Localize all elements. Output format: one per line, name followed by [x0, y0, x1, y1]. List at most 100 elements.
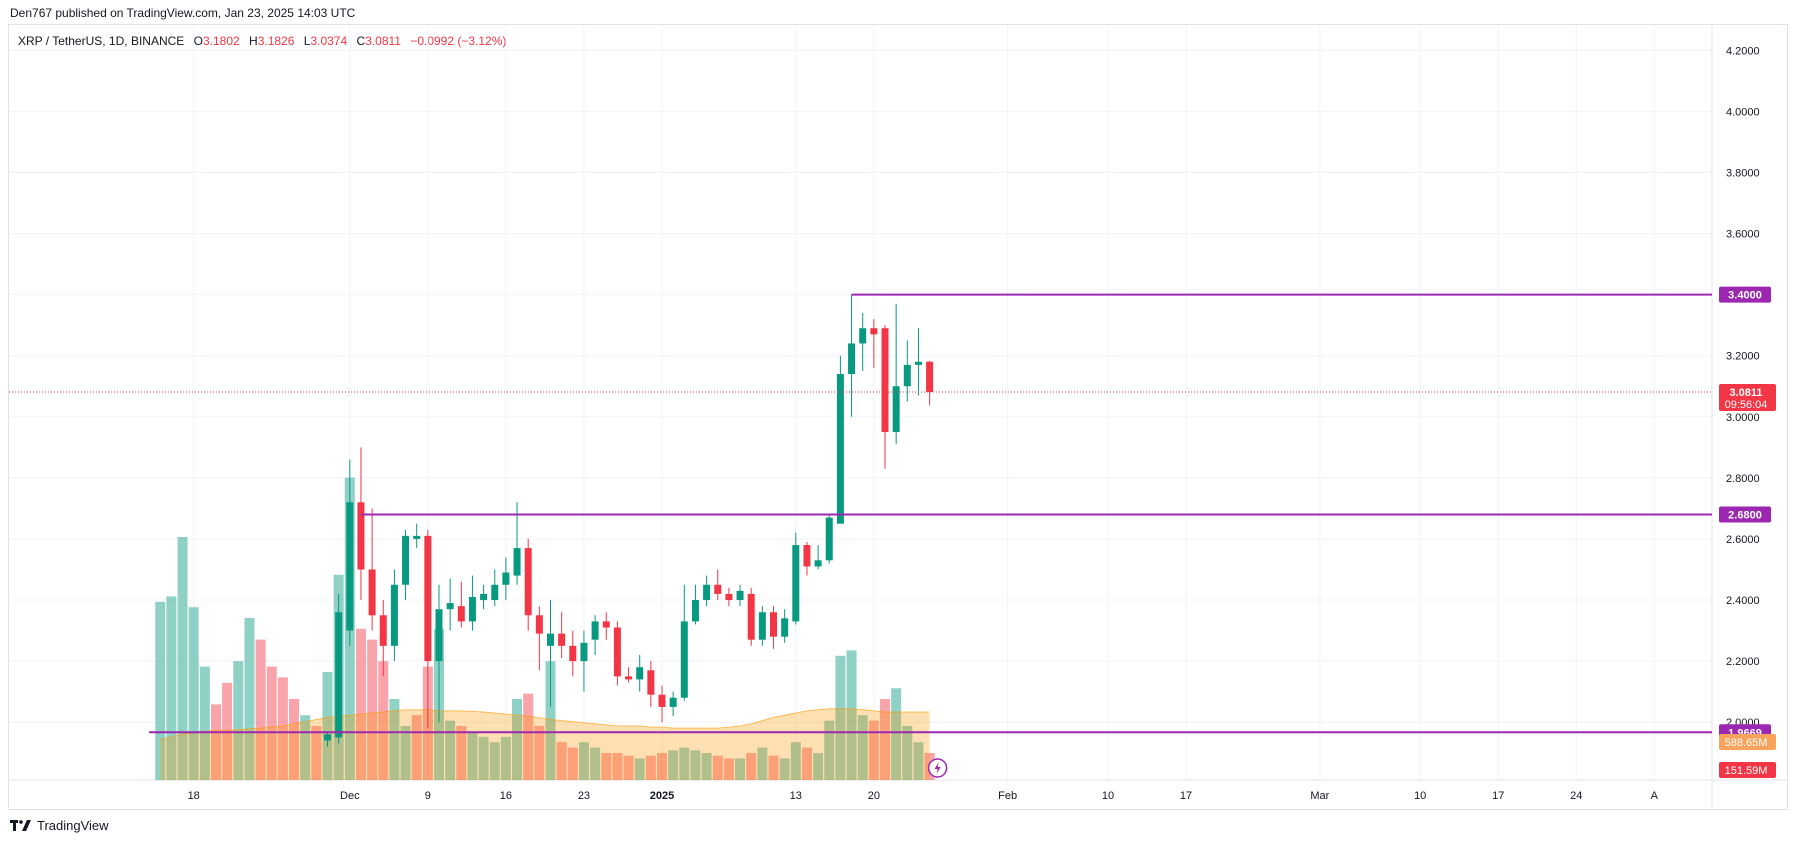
price-tick-label: 3.6000 — [1726, 229, 1760, 241]
volume-bar — [701, 753, 712, 780]
current-price-tag — [1719, 384, 1776, 412]
current-price-label: 3.0811 — [1729, 387, 1762, 399]
candle-body — [324, 734, 331, 741]
volume-bar — [545, 661, 556, 780]
candle-body — [825, 517, 833, 561]
volume-bar — [735, 758, 746, 780]
candle-body — [803, 545, 811, 567]
volume-bar — [467, 731, 478, 780]
candle-body — [402, 535, 410, 585]
volume-bar — [400, 726, 411, 780]
volume-bar — [512, 699, 523, 780]
candle-body — [535, 615, 543, 634]
volume-bar — [567, 747, 578, 780]
candle-body — [870, 328, 878, 335]
level-price-tag — [1719, 506, 1771, 523]
volume-bar — [411, 715, 422, 780]
candle-body — [390, 584, 398, 646]
candle-body — [892, 386, 900, 433]
volume-value-tag — [1719, 762, 1776, 778]
open-value: 3.1802 — [202, 34, 240, 48]
price-tick-label: 2.6000 — [1726, 534, 1760, 546]
candle-body — [848, 343, 856, 375]
candles — [324, 294, 934, 747]
candle-body — [926, 361, 934, 393]
candle-body — [647, 670, 655, 695]
candle-body — [770, 612, 777, 637]
open-label: O — [193, 34, 203, 48]
candle-body — [703, 584, 711, 601]
volume-bar — [456, 726, 467, 780]
volume-bar — [634, 758, 645, 780]
volume-bar — [601, 753, 612, 780]
candle-body — [636, 667, 644, 680]
candle-body — [881, 328, 889, 433]
volume-bar — [746, 753, 757, 780]
volume-bar — [813, 753, 824, 780]
volume-bar — [712, 755, 723, 780]
volume-bar — [367, 639, 378, 780]
volume-bar — [244, 618, 255, 780]
volume-bar — [668, 750, 679, 780]
candle-body — [602, 621, 610, 628]
volume-bar — [199, 666, 210, 780]
volume-bar — [489, 742, 500, 780]
volume-bar — [211, 704, 221, 780]
price-tick-label: 2.4000 — [1726, 595, 1760, 607]
price-tick-label: 2.2000 — [1726, 656, 1760, 668]
volume-bar — [902, 726, 913, 780]
volume-bar — [590, 747, 601, 780]
candle-body — [569, 645, 577, 662]
time-tick-label: 20 — [868, 790, 880, 802]
countdown-label: 09:56:04 — [1725, 399, 1768, 411]
level-price-label: 3.4000 — [1728, 290, 1762, 302]
candle-body — [613, 627, 621, 677]
volume-bar — [534, 726, 545, 780]
price-tick-label: 3.2000 — [1726, 351, 1760, 363]
time-tick-label: 16 — [500, 790, 512, 802]
candle-body — [781, 618, 789, 637]
price-tick-label: 2.8000 — [1726, 473, 1760, 485]
candle-body — [357, 502, 365, 570]
volume-bar — [523, 693, 534, 780]
lightning-glyph — [934, 762, 941, 774]
level-price-tag — [1719, 286, 1771, 303]
volume-bar — [790, 742, 801, 780]
volume-bar — [779, 758, 790, 780]
price-tick-label: 3.0000 — [1726, 412, 1760, 424]
volume-bar — [177, 537, 188, 780]
low-value: 3.0374 — [310, 34, 348, 48]
candle-body — [758, 612, 766, 640]
tradingview-brand[interactable]: TradingView — [37, 818, 109, 833]
ohlc-legend: XRP / TetherUS, 1D, BINANCE O3.1802 H3.1… — [18, 34, 512, 48]
volume-bar — [757, 747, 768, 780]
volume-value-label: 151.59M — [1725, 765, 1768, 777]
volume-bar — [188, 607, 199, 780]
level-price-label: 2.6800 — [1728, 510, 1762, 522]
candle-body — [836, 374, 844, 524]
candle-body — [502, 572, 510, 585]
candle-body — [859, 328, 867, 344]
tradingview-logo-icon[interactable] — [10, 819, 32, 832]
candle-body — [914, 361, 922, 365]
volume-bar — [300, 715, 311, 780]
volume-bar — [556, 742, 567, 780]
time-tick-label: 10 — [1414, 790, 1426, 802]
time-tick-label: 24 — [1570, 790, 1582, 802]
volume-bar — [478, 736, 489, 780]
volume-value-tag — [1719, 734, 1776, 750]
candle-body — [379, 615, 387, 646]
close-label: C — [356, 34, 366, 48]
volume-value-label: 588.65M — [1725, 737, 1768, 749]
volume-bar — [289, 699, 300, 780]
time-tick-label: 17 — [1492, 790, 1504, 802]
time-tick-label: 13 — [790, 790, 802, 802]
symbol-info[interactable]: XRP / TetherUS, 1D, BINANCE — [18, 34, 185, 48]
close-value: 3.0811 — [365, 34, 401, 48]
candle-body — [446, 603, 454, 610]
volume-bar — [857, 715, 868, 780]
volume-bar — [578, 742, 589, 780]
time-tick-label: A — [1651, 790, 1659, 802]
time-tick-label: 2025 — [650, 790, 674, 802]
